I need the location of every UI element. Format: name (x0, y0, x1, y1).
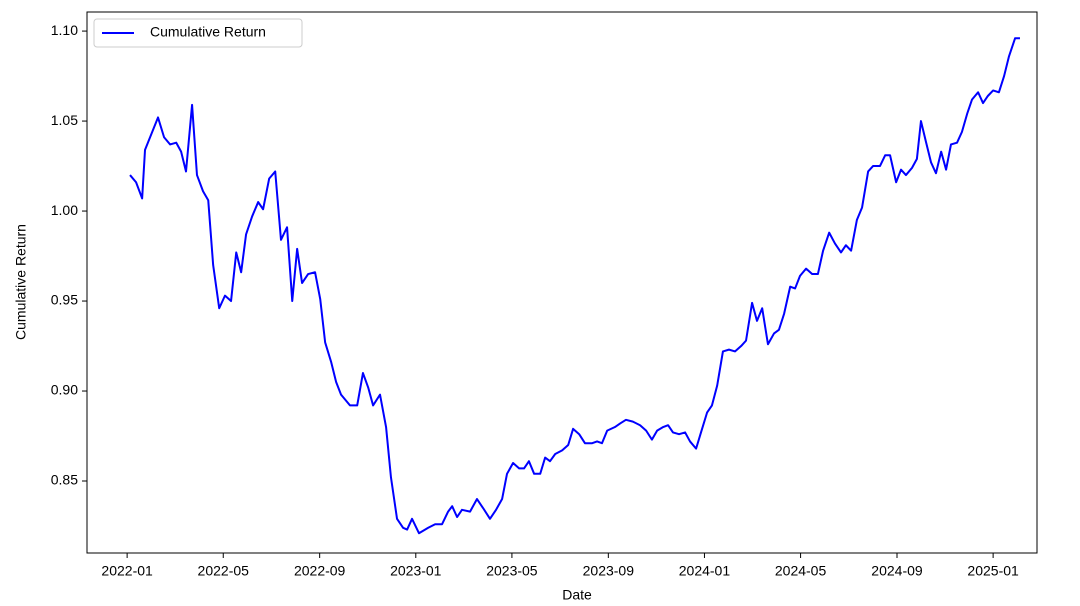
x-tick-label: 2022-01 (101, 563, 153, 579)
x-tick-label: 2023-05 (486, 563, 538, 579)
plot-frame (86, 11, 1038, 554)
legend-label: Cumulative Return (150, 24, 266, 40)
y-tick-label: 1.05 (51, 112, 78, 128)
x-tick-label: 2022-05 (198, 563, 250, 579)
x-tick-label: 2022-09 (294, 563, 346, 579)
legend-box (93, 18, 303, 48)
x-tick-label: 2024-09 (871, 563, 923, 579)
x-tick-label: 2025-01 (967, 563, 1019, 579)
y-tick-label: 0.90 (51, 382, 78, 398)
x-tick-label: 2023-01 (390, 563, 442, 579)
x-axis-label: Date (562, 587, 592, 603)
data-line (129, 37, 1020, 535)
x-tick-label: 2024-01 (679, 563, 731, 579)
y-axis-label: Cumulative Return (13, 224, 29, 340)
x-tick-label: 2023-09 (583, 563, 635, 579)
y-tick-label: 1.00 (51, 202, 78, 218)
x-tick-label: 2024-05 (775, 563, 827, 579)
y-tick-label: 1.10 (51, 22, 78, 38)
y-tick-label: 0.85 (51, 472, 78, 488)
y-tick-label: 0.95 (51, 292, 78, 308)
